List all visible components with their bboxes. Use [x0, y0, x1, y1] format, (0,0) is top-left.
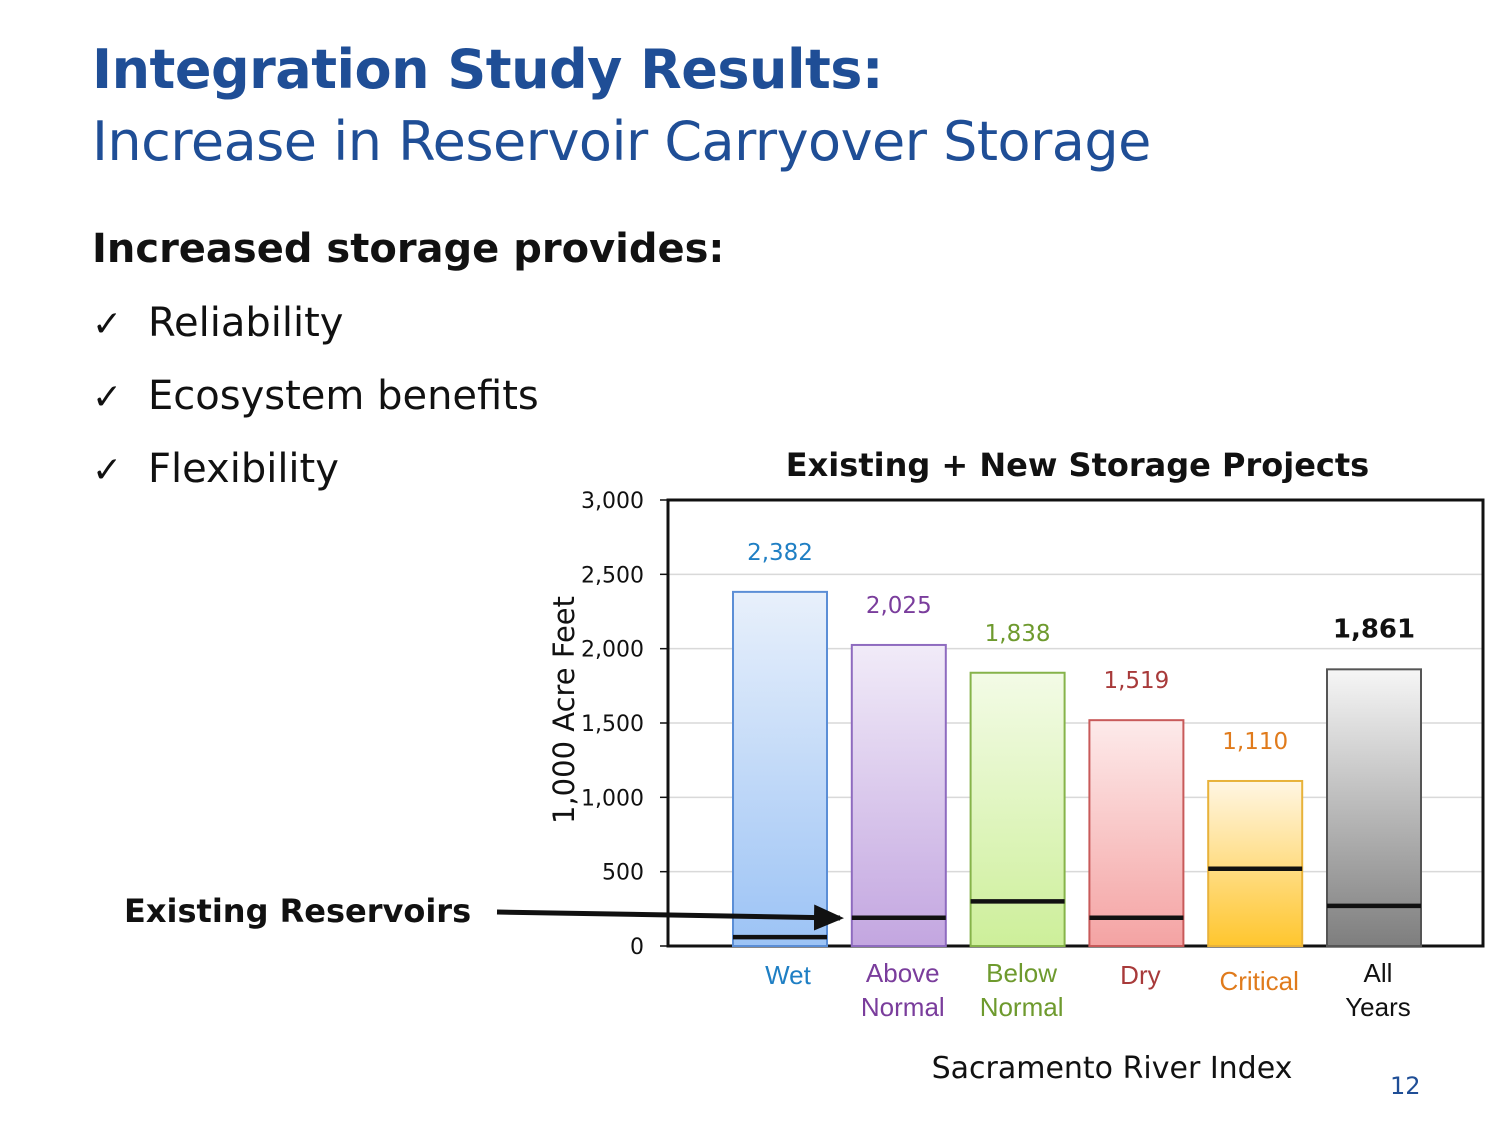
x-tick-label: Critical [1219, 966, 1298, 996]
bullet-text: Ecosystem benefits [148, 373, 539, 419]
data-label: 2,025 [866, 593, 932, 619]
x-tick-label: All [1364, 958, 1393, 988]
bullet-item-ecosystem: ✓ Ecosystem benefits [92, 373, 539, 419]
y-tick-label: 0 [630, 935, 644, 960]
y-tick-label: 1,000 [581, 786, 644, 811]
x-tick-label: Normal [861, 992, 945, 1022]
data-label: 1,838 [985, 621, 1051, 647]
chart-title: Existing + New Storage Projects [786, 446, 1369, 484]
bar [1207, 779, 1304, 947]
y-tick-label: 2,000 [581, 638, 644, 663]
data-label: 2,382 [747, 540, 813, 566]
check-icon: ✓ [92, 377, 123, 418]
y-tick-label: 3,000 [581, 489, 644, 514]
bullet-item-flexibility: ✓ Flexibility [92, 446, 339, 492]
x-tick-label: Years [1345, 992, 1411, 1022]
check-icon: ✓ [92, 304, 123, 345]
x-tick-label: Dry [1120, 960, 1160, 990]
bar [732, 590, 828, 947]
check-icon: ✓ [92, 450, 123, 491]
page-number: 12 [1390, 1072, 1421, 1100]
x-tick-label: Above [866, 958, 940, 988]
x-tick-label: Wet [765, 960, 812, 990]
bullet-text: Reliability [148, 300, 344, 346]
y-tick-label: 1,500 [581, 712, 644, 737]
data-label: 1,519 [1103, 668, 1169, 694]
slide-title: Integration Study Results: [92, 38, 884, 101]
bullet-text: Flexibility [148, 446, 339, 492]
x-tick-label: Normal [980, 992, 1064, 1022]
bar [1088, 719, 1185, 948]
y-tick-label: 500 [602, 861, 644, 886]
data-label: 1,110 [1222, 729, 1288, 755]
bullet-item-reliability: ✓ Reliability [92, 300, 343, 346]
intro-heading: Increased storage provides: [92, 226, 725, 272]
existing-reservoirs-label: Existing Reservoirs [124, 892, 472, 930]
data-label: 1,861 [1333, 614, 1415, 644]
y-tick-label: 2,500 [581, 563, 644, 588]
x-axis-label: Sacramento River Index [932, 1051, 1293, 1086]
y-axis-label: 1,000 Acre Feet [547, 596, 581, 824]
slide-subtitle: Increase in Reservoir Carryover Storage [92, 110, 1151, 173]
bar [850, 643, 947, 947]
bar [969, 671, 1066, 947]
pointer-arrow [496, 904, 844, 931]
bar [1326, 668, 1422, 948]
x-tick-label: Below [986, 958, 1057, 988]
